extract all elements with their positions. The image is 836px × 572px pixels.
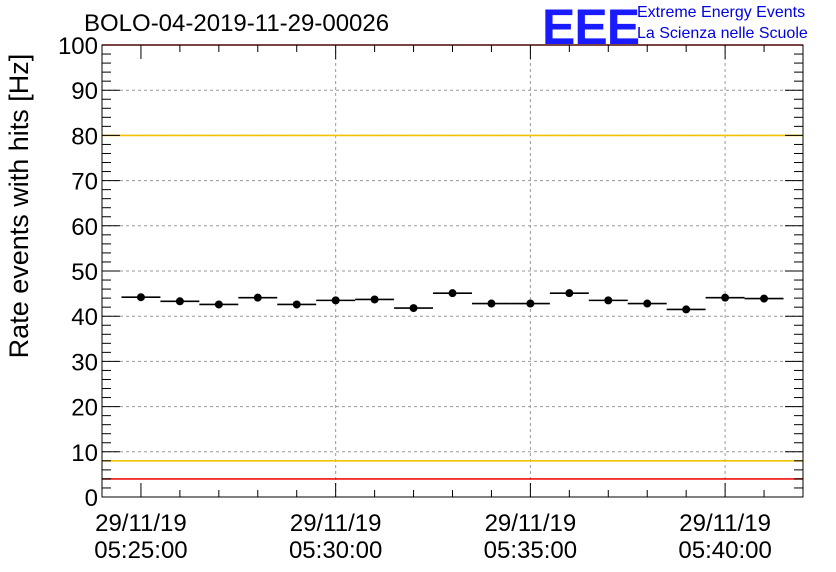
x-tick-date: 29/11/19 xyxy=(290,510,382,537)
data-point xyxy=(760,294,769,303)
data-point xyxy=(331,296,340,305)
y-tick-label: 100 xyxy=(58,33,98,60)
data-point xyxy=(448,289,457,298)
plot-frame xyxy=(101,44,804,498)
x-tick-time: 05:25:00 xyxy=(94,537,187,564)
data-point xyxy=(409,304,418,313)
data-point xyxy=(487,299,496,308)
data-point xyxy=(721,293,730,302)
chart-title: BOLO-04-2019-11-29-00026 xyxy=(84,10,390,37)
y-tick-label: 90 xyxy=(71,78,98,105)
y-tick-label: 80 xyxy=(71,123,98,150)
x-tick-date: 29/11/19 xyxy=(679,510,771,537)
y-tick-label: 10 xyxy=(71,440,98,467)
axes: 010203040506070809010029/11/1905:25:0029… xyxy=(58,33,804,564)
y-tick-label: 20 xyxy=(71,395,98,422)
data-point xyxy=(604,296,613,305)
y-tick-label: 0 xyxy=(85,485,98,512)
data-point xyxy=(175,297,184,306)
x-tick-date: 29/11/19 xyxy=(485,510,577,537)
y-tick-label: 70 xyxy=(71,169,98,196)
logo-subtitle-line1: Extreme Energy Events xyxy=(637,4,806,21)
x-tick-time: 05:30:00 xyxy=(289,537,382,564)
x-tick-time: 05:35:00 xyxy=(484,537,577,564)
logo-subtitle-line2: La Scienza nelle Scuole xyxy=(637,25,808,42)
grid-layer xyxy=(102,45,803,497)
data-point xyxy=(565,289,574,298)
data-point xyxy=(136,293,145,302)
y-tick-label: 40 xyxy=(71,304,98,331)
data-point xyxy=(370,295,379,304)
y-tick-label: 30 xyxy=(71,349,98,376)
y-tick-label: 50 xyxy=(71,259,98,286)
x-tick-date: 29/11/19 xyxy=(95,510,187,537)
data-point xyxy=(292,300,301,309)
data-point xyxy=(214,300,223,309)
x-tick-time: 05:40:00 xyxy=(678,537,771,564)
data-point xyxy=(526,299,535,308)
data-point xyxy=(682,305,691,314)
data-point xyxy=(253,293,262,302)
reference-lines xyxy=(102,44,803,480)
data-point xyxy=(643,299,652,308)
y-axis-label: Rate events with hits [Hz] xyxy=(4,54,34,359)
y-tick-label: 60 xyxy=(71,214,98,241)
data-points xyxy=(121,289,784,314)
eee-logo: EEE xyxy=(542,0,640,55)
